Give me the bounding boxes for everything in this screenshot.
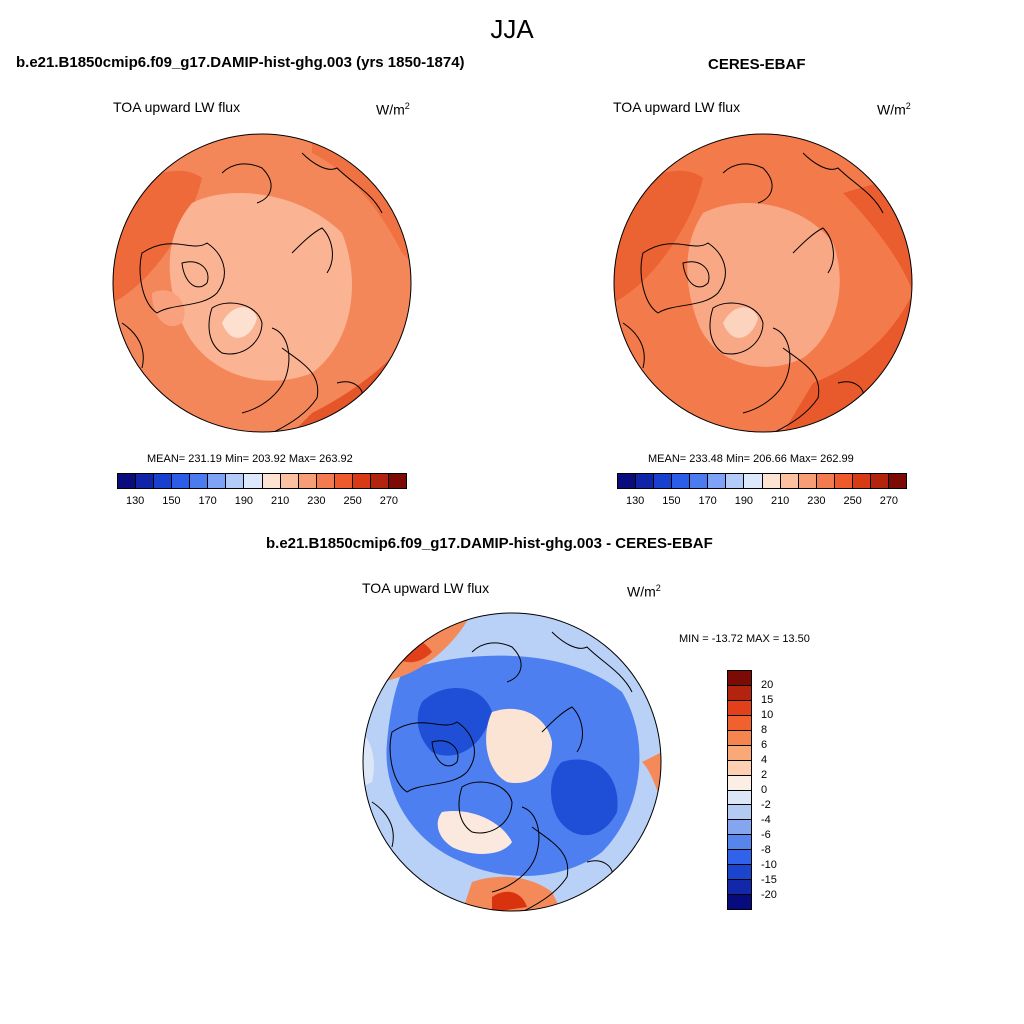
colorbar-swatch — [728, 760, 751, 776]
colorbar-tick-label: 130 — [125, 495, 145, 507]
obs-units-label: W/m2 — [877, 101, 911, 118]
colorbar-swatch — [728, 835, 751, 851]
colorbar-swatch — [388, 474, 406, 488]
colorbar-tick-label: 270 — [379, 495, 399, 507]
colorbar-swatch — [728, 715, 751, 731]
colorbar-swatch — [888, 474, 906, 488]
colorbar-swatch — [370, 474, 389, 488]
colorbar-level-label: -2 — [761, 799, 771, 811]
colorbar-swatch — [816, 474, 835, 488]
colorbar-level-label: 6 — [761, 739, 768, 751]
colorbar-level-label: -8 — [761, 844, 771, 856]
colorbar-tick-label: 250 — [343, 495, 362, 507]
colorbar-tick-label: 150 — [162, 495, 181, 507]
colorbar-swatch — [136, 474, 155, 488]
diff-variable-label: TOA upward LW flux — [362, 580, 490, 596]
colorbar-level-label: 15 — [761, 694, 774, 706]
colorbar-swatch — [762, 474, 781, 488]
colorbar-tick-label: 230 — [307, 495, 326, 507]
colorbar-level-label: 0 — [761, 784, 768, 796]
colorbar-swatch — [728, 745, 751, 761]
colorbar-swatch — [852, 474, 871, 488]
colorbar-tick-label: 270 — [879, 495, 899, 507]
obs-stats: MEAN= 233.48 Min= 206.66 Max= 262.99 — [648, 453, 854, 465]
colorbar-level-label: -20 — [761, 889, 777, 901]
diff-panel-title: b.e21.B1850cmip6.f09_g17.DAMIP-hist-ghg.… — [266, 535, 713, 552]
colorbar-swatch — [726, 474, 745, 488]
colorbar-swatch — [728, 850, 751, 866]
colorbar-tick-label: 170 — [198, 495, 217, 507]
colorbar-swatch — [780, 474, 799, 488]
diff-polar-map — [362, 612, 662, 912]
colorbar-swatch — [226, 474, 245, 488]
colorbar-swatch — [728, 865, 751, 881]
colorbar-swatch — [352, 474, 371, 488]
colorbar-swatch — [728, 805, 751, 821]
model-units-label: W/m2 — [376, 101, 410, 118]
model-panel-title: b.e21.B1850cmip6.f09_g17.DAMIP-hist-ghg.… — [16, 54, 465, 71]
colorbar-swatch — [728, 820, 751, 836]
colorbar-tick-label: 190 — [234, 495, 254, 507]
colorbar-swatch — [334, 474, 353, 488]
colorbar-swatch — [728, 880, 751, 896]
colorbar-tick-label: 150 — [662, 495, 681, 507]
colorbar-swatch — [728, 700, 751, 716]
colorbar-level-label: 10 — [761, 709, 774, 721]
colorbar-swatch — [728, 790, 751, 806]
colorbar-swatch — [208, 474, 227, 488]
colorbar-level-label: 2 — [761, 769, 768, 781]
colorbar-swatch — [798, 474, 817, 488]
diff-colorbar — [727, 670, 752, 910]
colorbar-swatch — [834, 474, 853, 488]
colorbar-swatch — [728, 895, 751, 909]
colorbar-swatch — [262, 474, 281, 488]
colorbar-level-label: -15 — [761, 874, 777, 886]
colorbar-swatch — [672, 474, 691, 488]
colorbar-swatch — [618, 474, 637, 488]
diff-stats: MIN = -13.72 MAX = 13.50 — [679, 633, 810, 645]
colorbar-swatch — [244, 474, 263, 488]
colorbar-swatch — [636, 474, 655, 488]
colorbar-level-label: -10 — [761, 859, 777, 871]
colorbar-tick-label: 230 — [807, 495, 826, 507]
colorbar-tick-label: 210 — [770, 495, 790, 507]
model-polar-map — [112, 133, 412, 433]
model-variable-label: TOA upward LW flux — [113, 99, 241, 115]
obs-colorbar — [617, 473, 907, 489]
colorbar-tick-label: 170 — [698, 495, 717, 507]
colorbar-swatch — [172, 474, 191, 488]
model-stats: MEAN= 231.19 Min= 203.92 Max= 263.92 — [147, 453, 353, 465]
colorbar-swatch — [728, 685, 751, 701]
colorbar-swatch — [728, 775, 751, 791]
colorbar-swatch — [728, 730, 751, 746]
colorbar-swatch — [190, 474, 209, 488]
model-colorbar — [117, 473, 407, 489]
colorbar-level-label: 4 — [761, 754, 768, 766]
obs-panel-title: CERES-EBAF — [708, 56, 806, 73]
colorbar-level-label: -6 — [761, 829, 771, 841]
colorbar-swatch — [298, 474, 317, 488]
colorbar-swatch — [154, 474, 173, 488]
colorbar-level-label: -4 — [761, 814, 771, 826]
colorbar-swatch — [870, 474, 889, 488]
colorbar-swatch — [708, 474, 727, 488]
colorbar-level-label: 20 — [761, 679, 774, 691]
obs-variable-label: TOA upward LW flux — [613, 99, 741, 115]
colorbar-swatch — [744, 474, 763, 488]
colorbar-tick-label: 210 — [270, 495, 290, 507]
colorbar-swatch — [728, 671, 751, 686]
colorbar-swatch — [118, 474, 137, 488]
colorbar-swatch — [280, 474, 299, 488]
obs-polar-map — [613, 133, 913, 433]
diff-units-label: W/m2 — [627, 583, 661, 600]
colorbar-tick-label: 190 — [734, 495, 754, 507]
season-title: JJA — [490, 14, 534, 44]
colorbar-swatch — [654, 474, 673, 488]
colorbar-swatch — [690, 474, 709, 488]
colorbar-tick-label: 250 — [843, 495, 862, 507]
colorbar-swatch — [316, 474, 335, 488]
colorbar-tick-label: 130 — [625, 495, 645, 507]
colorbar-level-label: 8 — [761, 724, 768, 736]
